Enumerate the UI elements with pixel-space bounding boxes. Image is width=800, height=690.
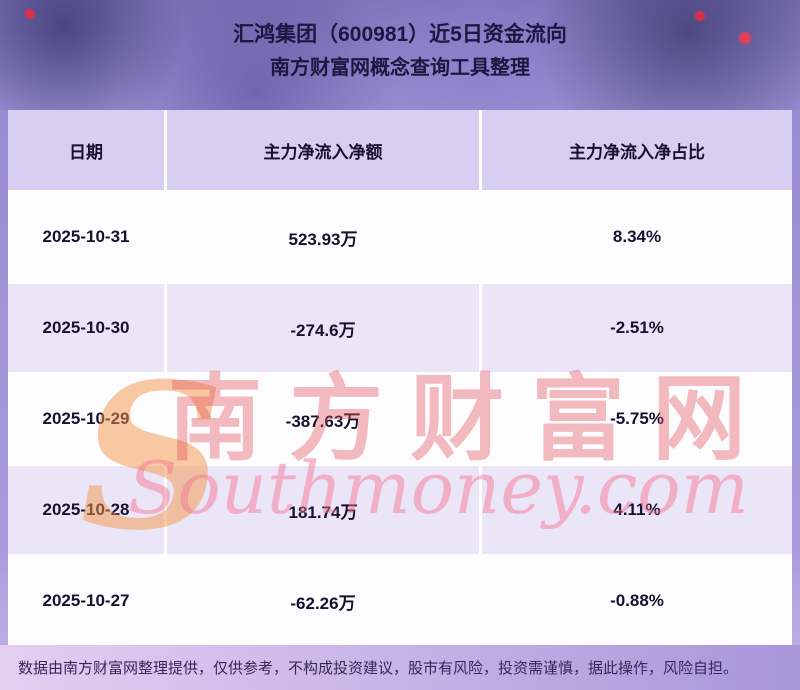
cell-ratio: -0.88% <box>482 557 792 645</box>
cell-amount: -387.63万 <box>167 375 479 463</box>
column-header-ratio: 主力净流入净占比 <box>482 110 792 190</box>
column-header-date: 日期 <box>8 110 164 190</box>
page-title: 汇鸿集团（600981）近5日资金流向 <box>233 23 567 46</box>
disclaimer-text: 数据由南方财富网整理提供，仅供参考，不构成投资建议，股市有风险，投资需谨慎，据此… <box>18 660 739 677</box>
cell-ratio: -5.75% <box>482 375 792 463</box>
banner-background <box>0 0 800 110</box>
cell-amount: -62.26万 <box>167 557 479 645</box>
cell-date: 2025-10-30 <box>8 284 164 372</box>
cell-amount: 523.93万 <box>167 193 479 281</box>
cell-ratio: -2.51% <box>482 284 792 372</box>
cell-ratio: 8.34% <box>482 193 792 281</box>
cell-date: 2025-10-31 <box>8 193 164 281</box>
cell-amount: 181.74万 <box>167 466 479 554</box>
title-block: 汇鸿集团（600981）近5日资金流向 南方财富网概念查询工具整理 <box>0 22 800 81</box>
cell-date: 2025-10-29 <box>8 375 164 463</box>
page-subtitle: 南方财富网概念查询工具整理 <box>270 57 530 79</box>
footer-bar: 数据由南方财富网整理提供，仅供参考，不构成投资建议，股市有风险，投资需谨慎，据此… <box>0 645 800 690</box>
fund-flow-table: 日期 主力净流入净额 主力净流入净占比 2025-10-31 523.93万 8… <box>8 110 792 645</box>
column-header-amount: 主力净流入净额 <box>167 110 479 190</box>
cell-date: 2025-10-27 <box>8 557 164 645</box>
cell-ratio: 4.11% <box>482 466 792 554</box>
cell-amount: -274.6万 <box>167 284 479 372</box>
cell-date: 2025-10-28 <box>8 466 164 554</box>
